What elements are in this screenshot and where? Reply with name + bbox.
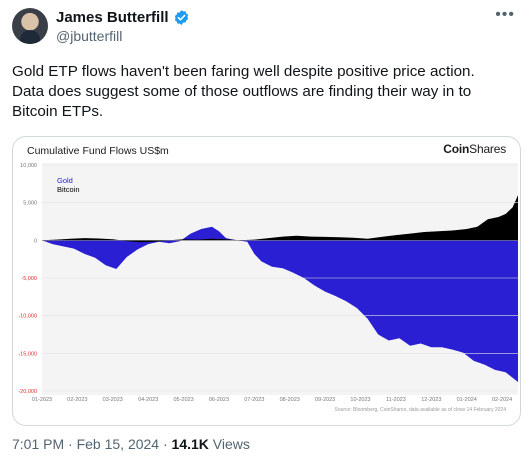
legend-entry-gold: Gold bbox=[57, 176, 73, 185]
y-tick-label: 0 bbox=[34, 238, 37, 244]
author-display-name[interactable]: James Butterfill bbox=[56, 9, 169, 26]
ellipsis-icon[interactable]: ••• bbox=[495, 6, 515, 23]
chart-image[interactable]: Cumulative Fund Flows US$m CoinShares 10… bbox=[12, 136, 521, 426]
verified-badge-icon bbox=[174, 10, 188, 25]
x-tick-label: 01-2024 bbox=[457, 397, 477, 403]
x-tick-label: 02-2023 bbox=[67, 397, 87, 403]
x-tick-label: 08-2023 bbox=[280, 397, 300, 403]
author-name-row: James Butterfill bbox=[56, 9, 190, 26]
y-tick-label: -10,000 bbox=[18, 314, 37, 320]
x-tick-label: 03-2023 bbox=[103, 397, 123, 403]
views-count: 14.1K bbox=[171, 436, 209, 452]
y-tick-label: -15,000 bbox=[18, 351, 37, 357]
y-tick-label: 5,000 bbox=[23, 201, 37, 207]
tweet-timestamp[interactable]: 7:01 PM · Feb 15, 2024 · bbox=[12, 436, 172, 452]
tweet-text: Gold ETP flows haven't been faring well … bbox=[12, 62, 517, 122]
y-tick-label: 10,000 bbox=[20, 163, 37, 169]
tweet-line: Bitcoin ETPs. bbox=[12, 103, 104, 120]
y-tick-label: -20,000 bbox=[18, 389, 37, 395]
series-area-bitcoin bbox=[42, 195, 518, 243]
x-tick-label: 06-2023 bbox=[209, 397, 229, 403]
coinshares-logo: CoinShares bbox=[443, 142, 506, 156]
x-tick-label: 02-2024 bbox=[492, 397, 512, 403]
area-chart: 10,000 5,000 0 -5,000 -10,000 -15,000 -20,000 0… bbox=[18, 163, 518, 403]
x-tick-label: 01-2023 bbox=[32, 397, 52, 403]
x-tick-label: 05-2023 bbox=[173, 397, 193, 403]
x-tick-label: 09-2023 bbox=[315, 397, 335, 403]
avatar[interactable] bbox=[12, 8, 48, 44]
author-handle[interactable]: @jbutterfill bbox=[56, 28, 123, 44]
x-tick-label: 07-2023 bbox=[244, 397, 264, 403]
x-tick-label: 10-2023 bbox=[350, 397, 370, 403]
legend-entry-bitcoin: Bitcoin bbox=[57, 185, 80, 194]
x-tick-label: 04-2023 bbox=[138, 397, 158, 403]
y-tick-label: -5,000 bbox=[21, 276, 37, 282]
brand-bold: Coin bbox=[443, 142, 470, 156]
series-area-gold bbox=[42, 226, 518, 382]
x-tick-label: 11-2023 bbox=[386, 397, 406, 403]
brand-light: Shares bbox=[469, 142, 506, 156]
tweet-line: Gold ETP flows haven't been faring well … bbox=[12, 63, 475, 80]
views-label: Views bbox=[208, 436, 250, 452]
tweet-line: Data does suggest some of those outflows… bbox=[12, 83, 472, 100]
tweet-meta: 7:01 PM · Feb 15, 2024 · 14.1K Views bbox=[12, 436, 250, 452]
x-tick-label: 12-2023 bbox=[421, 397, 441, 403]
chart-source: Source: Bloomberg, CoinShares, data avai… bbox=[334, 407, 507, 413]
chart-title: Cumulative Fund Flows US$m bbox=[27, 145, 169, 157]
